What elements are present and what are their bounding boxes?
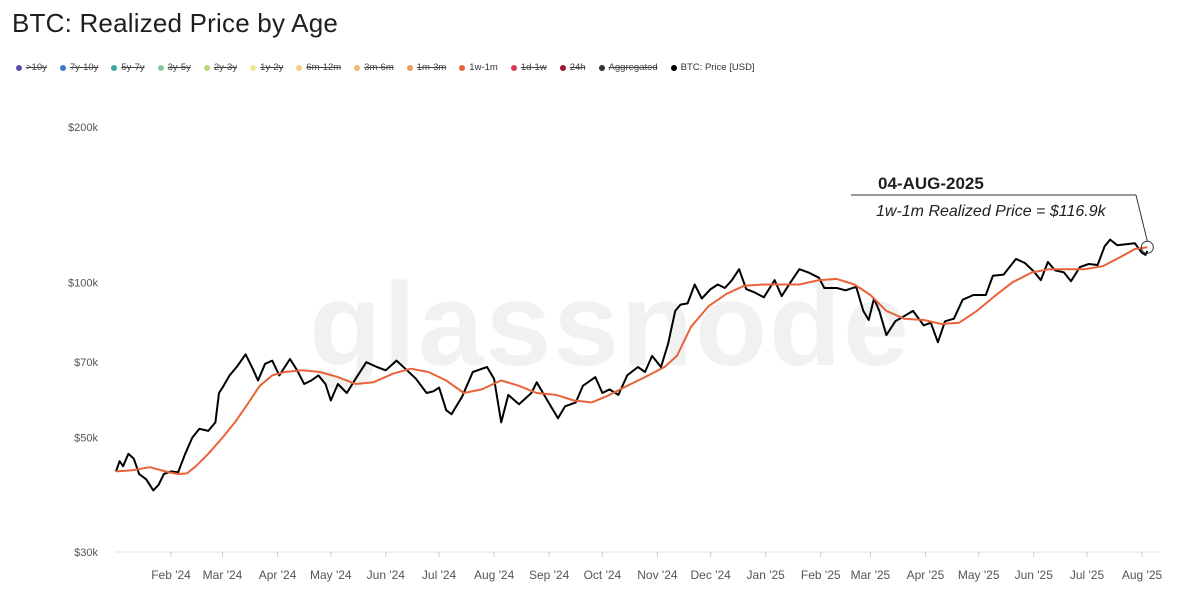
y-tick-label: $50k (74, 433, 98, 445)
chart-series (115, 238, 1149, 492)
legend-item[interactable]: 3y-5y (157, 62, 191, 73)
legend-label: 1m-3m (416, 62, 447, 73)
annotation-text: 1w-1m Realized Price = $116.9k (876, 203, 1107, 220)
legend-item[interactable]: >10y (16, 62, 47, 73)
legend-label: 1y-2y (260, 62, 284, 73)
y-axis: $30k $50k $70k $100k $200k (68, 122, 98, 559)
legend-item[interactable]: 6m-12m (296, 62, 341, 73)
y-tick-label: $70k (74, 357, 98, 369)
x-tick-label: Apr '24 (259, 568, 297, 582)
legend-label: 6m-12m (306, 62, 342, 73)
x-axis: Feb '24 Mar '24 Apr '24 May '24 Jun '24 Jul '… (151, 552, 1163, 582)
x-tick-label: Dec '24 (691, 568, 732, 582)
x-tick-label: Jul '24 (422, 568, 457, 582)
legend-label: 1w-1m (469, 62, 498, 73)
legend-label: 3y-5y (167, 62, 191, 73)
legend-swatch (354, 64, 361, 71)
legend-swatch (459, 64, 466, 71)
legend-item[interactable]: 1w-1m (459, 62, 498, 73)
x-tick-label: Aug '24 (474, 568, 515, 582)
legend-label: 5y-7y (121, 62, 145, 73)
legend-label: BTC: Price [USD] (680, 62, 755, 73)
legend-swatch (670, 64, 677, 71)
annotation: 04-AUG-2025 1w-1m Realized Price = $116.… (851, 174, 1154, 254)
x-tick-label: Jun '25 (1015, 568, 1054, 582)
y-tick-label: $200k (68, 122, 98, 134)
x-tick-label: Nov '24 (637, 568, 678, 582)
legend-label: >10y (26, 62, 47, 73)
legend-label: 24h (569, 62, 586, 73)
legend-swatch (406, 64, 413, 71)
x-tick-label: Feb '24 (151, 568, 191, 582)
legend-swatch (16, 64, 22, 71)
legend-item[interactable]: 1m-3m (406, 62, 447, 73)
legend-label: 3m-6m (364, 62, 394, 73)
legend-swatch (157, 64, 164, 71)
legend-item[interactable]: 3m-6m (354, 62, 394, 73)
x-tick-label: Jul '25 (1070, 568, 1105, 582)
legend-swatch (111, 64, 118, 71)
chart-title: BTC: Realized Price by Age (12, 8, 339, 38)
legend-item[interactable]: Aggregated (598, 62, 658, 73)
x-tick-label: Mar '25 (851, 568, 891, 582)
legend-item[interactable]: 2y-3y (203, 62, 238, 73)
y-tick-label: $30k (74, 547, 98, 559)
series-line-1w-1m (115, 246, 1148, 475)
annotation-date: 04-AUG-2025 (878, 174, 984, 193)
legend-swatch (510, 64, 517, 71)
x-tick-label: Jun '24 (367, 568, 406, 582)
legend-item[interactable]: 7y-10y (59, 62, 99, 73)
legend-label: 7y-10y (69, 62, 99, 73)
legend-swatch (203, 64, 210, 71)
legend-swatch (598, 64, 605, 71)
legend-label: 2y-3y (213, 62, 238, 73)
y-tick-label: $100k (68, 277, 98, 289)
legend-item[interactable]: 1y-2y (250, 62, 283, 73)
x-tick-label: Apr '25 (907, 568, 945, 582)
x-tick-label: Jan '25 (747, 568, 786, 582)
legend-item[interactable]: 5y-7y (111, 62, 145, 73)
x-tick-label: Sep '24 (529, 568, 570, 582)
legend-item[interactable]: 1d-1w (510, 62, 547, 73)
legend-swatch (250, 64, 257, 71)
annotation-leader-line (1135, 194, 1148, 242)
series-line-btc-price (115, 238, 1149, 492)
x-tick-label: Oct '24 (584, 568, 622, 582)
legend-swatch (559, 64, 566, 71)
legend: >10y 7y-10y 5y-7y 3y-5y 2y-3y 1y-2y 6m-12m 3m-6… (16, 62, 768, 73)
x-tick-label: Mar '24 (203, 568, 243, 582)
annotation-marker (1140, 240, 1154, 254)
legend-item[interactable]: 24h (559, 62, 586, 73)
legend-label: 1d-1w (520, 62, 547, 73)
legend-label: Aggregated (608, 62, 658, 73)
x-tick-label: May '25 (958, 568, 1000, 582)
x-tick-label: Aug '25 (1122, 568, 1163, 582)
x-tick-label: May '24 (310, 568, 352, 582)
x-tick-label: Feb '25 (801, 568, 841, 582)
legend-swatch (296, 64, 303, 71)
legend-swatch (59, 64, 66, 71)
legend-item[interactable]: BTC: Price [USD] (670, 62, 755, 73)
